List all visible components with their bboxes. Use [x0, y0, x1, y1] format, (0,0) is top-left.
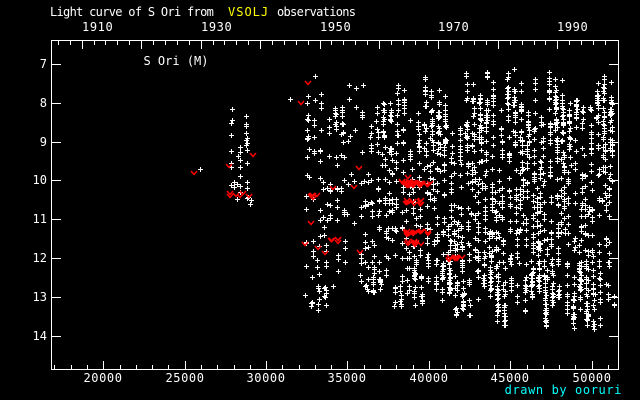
top-axis-year-label: 1950	[320, 20, 352, 34]
x-axis-tick-label: 40000	[409, 371, 449, 385]
x-axis-tick-label: 45000	[490, 371, 530, 385]
plot-strokes	[51, 40, 619, 370]
x-axis-tick-label: 20000	[83, 371, 123, 385]
x-axis-tick-label: 25000	[165, 371, 205, 385]
top-axis-year-label: 1910	[82, 20, 114, 34]
y-axis-mag-label: 10	[32, 173, 47, 187]
y-axis-mag-label: 11	[32, 212, 47, 226]
plot-strokes	[198, 67, 617, 332]
top-axis-year-label: 1990	[557, 20, 589, 34]
x-axis-tick-label: 30000	[246, 371, 286, 385]
chart-title-part3: observations	[277, 5, 356, 19]
top-axis-year-label: 1930	[201, 20, 233, 34]
y-axis-mag-label: 7	[39, 57, 47, 71]
top-axis-year-label: 1970	[438, 20, 470, 34]
chart-title-accent-vsolj: VSOLJ	[228, 5, 270, 19]
y-axis-mag-label: 13	[32, 290, 47, 304]
y-axis-mag-label: 8	[39, 96, 47, 110]
y-axis-mag-label: 12	[32, 251, 47, 265]
chart-title-part1: Light curve of S Ori from	[50, 5, 214, 19]
x-axis-tick-label: 50000	[572, 371, 612, 385]
credit-label: drawn by ooruri	[504, 383, 622, 397]
x-axis-tick-label: 35000	[327, 371, 367, 385]
y-axis-mag-label: 9	[39, 135, 47, 149]
upper-limit-markers	[190, 80, 466, 263]
series-label: S Ori (M)	[143, 54, 209, 68]
y-axis-mag-label: 14	[32, 329, 47, 343]
